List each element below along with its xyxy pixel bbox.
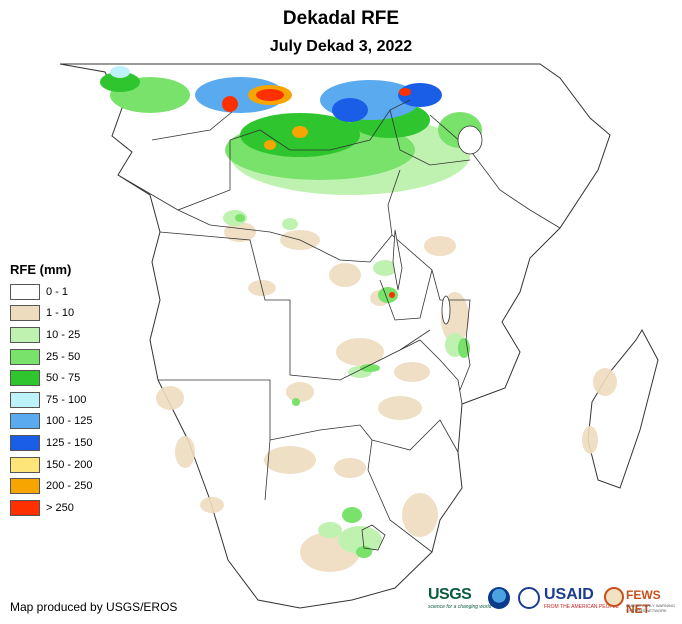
legend-swatch: [10, 305, 40, 322]
legend-label: 0 - 1: [46, 285, 69, 298]
fews-net-tagline: FAMINE EARLY WARNING SYSTEMS NETWORK: [626, 603, 676, 613]
legend-swatch: [10, 434, 40, 451]
legend-swatch: [10, 370, 40, 387]
legend-label: 125 - 150: [46, 436, 93, 449]
usgs-logo: USGS: [428, 586, 472, 603]
fews-net-logo: FEWS NET: [626, 588, 661, 616]
legend-label: 1 - 10: [46, 307, 75, 320]
legend-item: 75 - 100: [10, 389, 92, 411]
partner-logos: USGS science for a changing world USAID …: [426, 586, 676, 616]
legend-label: 10 - 25: [46, 328, 81, 341]
extreme-rain-patches: [222, 85, 411, 298]
legend-swatch: [10, 413, 40, 430]
legend-label: > 250: [46, 501, 74, 514]
fews-net-mark-icon: [604, 587, 624, 607]
legend-item: > 250: [10, 497, 92, 519]
legend-label: 100 - 125: [46, 415, 93, 428]
legend-swatch: [10, 456, 40, 473]
usaid-tagline: FROM THE AMERICAN PEOPLE: [544, 604, 619, 610]
legend-label: 200 - 250: [46, 480, 93, 493]
legend-item: 25 - 50: [10, 346, 92, 368]
legend-item: 50 - 75: [10, 367, 92, 389]
usaid-seal-icon: [518, 587, 540, 609]
africa-landmass: [59, 63, 611, 609]
legend-item: 150 - 200: [10, 454, 92, 476]
legend-title: RFE (mm): [10, 262, 72, 277]
legend-swatch: [10, 326, 40, 343]
legend-item: 1 - 10: [10, 303, 92, 325]
map-subtitle: July Dekad 3, 2022: [269, 38, 413, 55]
country-borders: [117, 99, 561, 553]
legend-swatch: [10, 348, 40, 365]
legend-item: 100 - 125: [10, 411, 92, 433]
noaa-seal-icon: [488, 587, 510, 609]
legend-swatch: [10, 499, 40, 516]
legend-item: 0 - 1: [10, 281, 92, 303]
lakes: [392, 125, 483, 325]
legend: RFE (mm) 0 - 1 1 - 10 10 - 25 25 - 50 50…: [10, 262, 92, 519]
legend-swatch: [10, 283, 40, 300]
legend-swatch: [10, 391, 40, 408]
usgs-tagline: science for a changing world: [428, 604, 492, 610]
map-credit: Map produced by USGS/EROS: [10, 600, 178, 614]
legend-item: 10 - 25: [10, 324, 92, 346]
map-title: Dekadal RFE: [282, 8, 400, 29]
legend-label: 50 - 75: [46, 372, 81, 385]
legend-item: 200 - 250: [10, 475, 92, 497]
legend-label: 150 - 200: [46, 458, 93, 471]
usaid-logo: USAID: [544, 586, 594, 603]
madagascar-outline: [587, 328, 659, 489]
legend-label: 75 - 100: [46, 393, 87, 406]
legend-item: 125 - 150: [10, 432, 92, 454]
legend-swatch: [10, 478, 40, 495]
legend-label: 25 - 50: [46, 350, 81, 363]
